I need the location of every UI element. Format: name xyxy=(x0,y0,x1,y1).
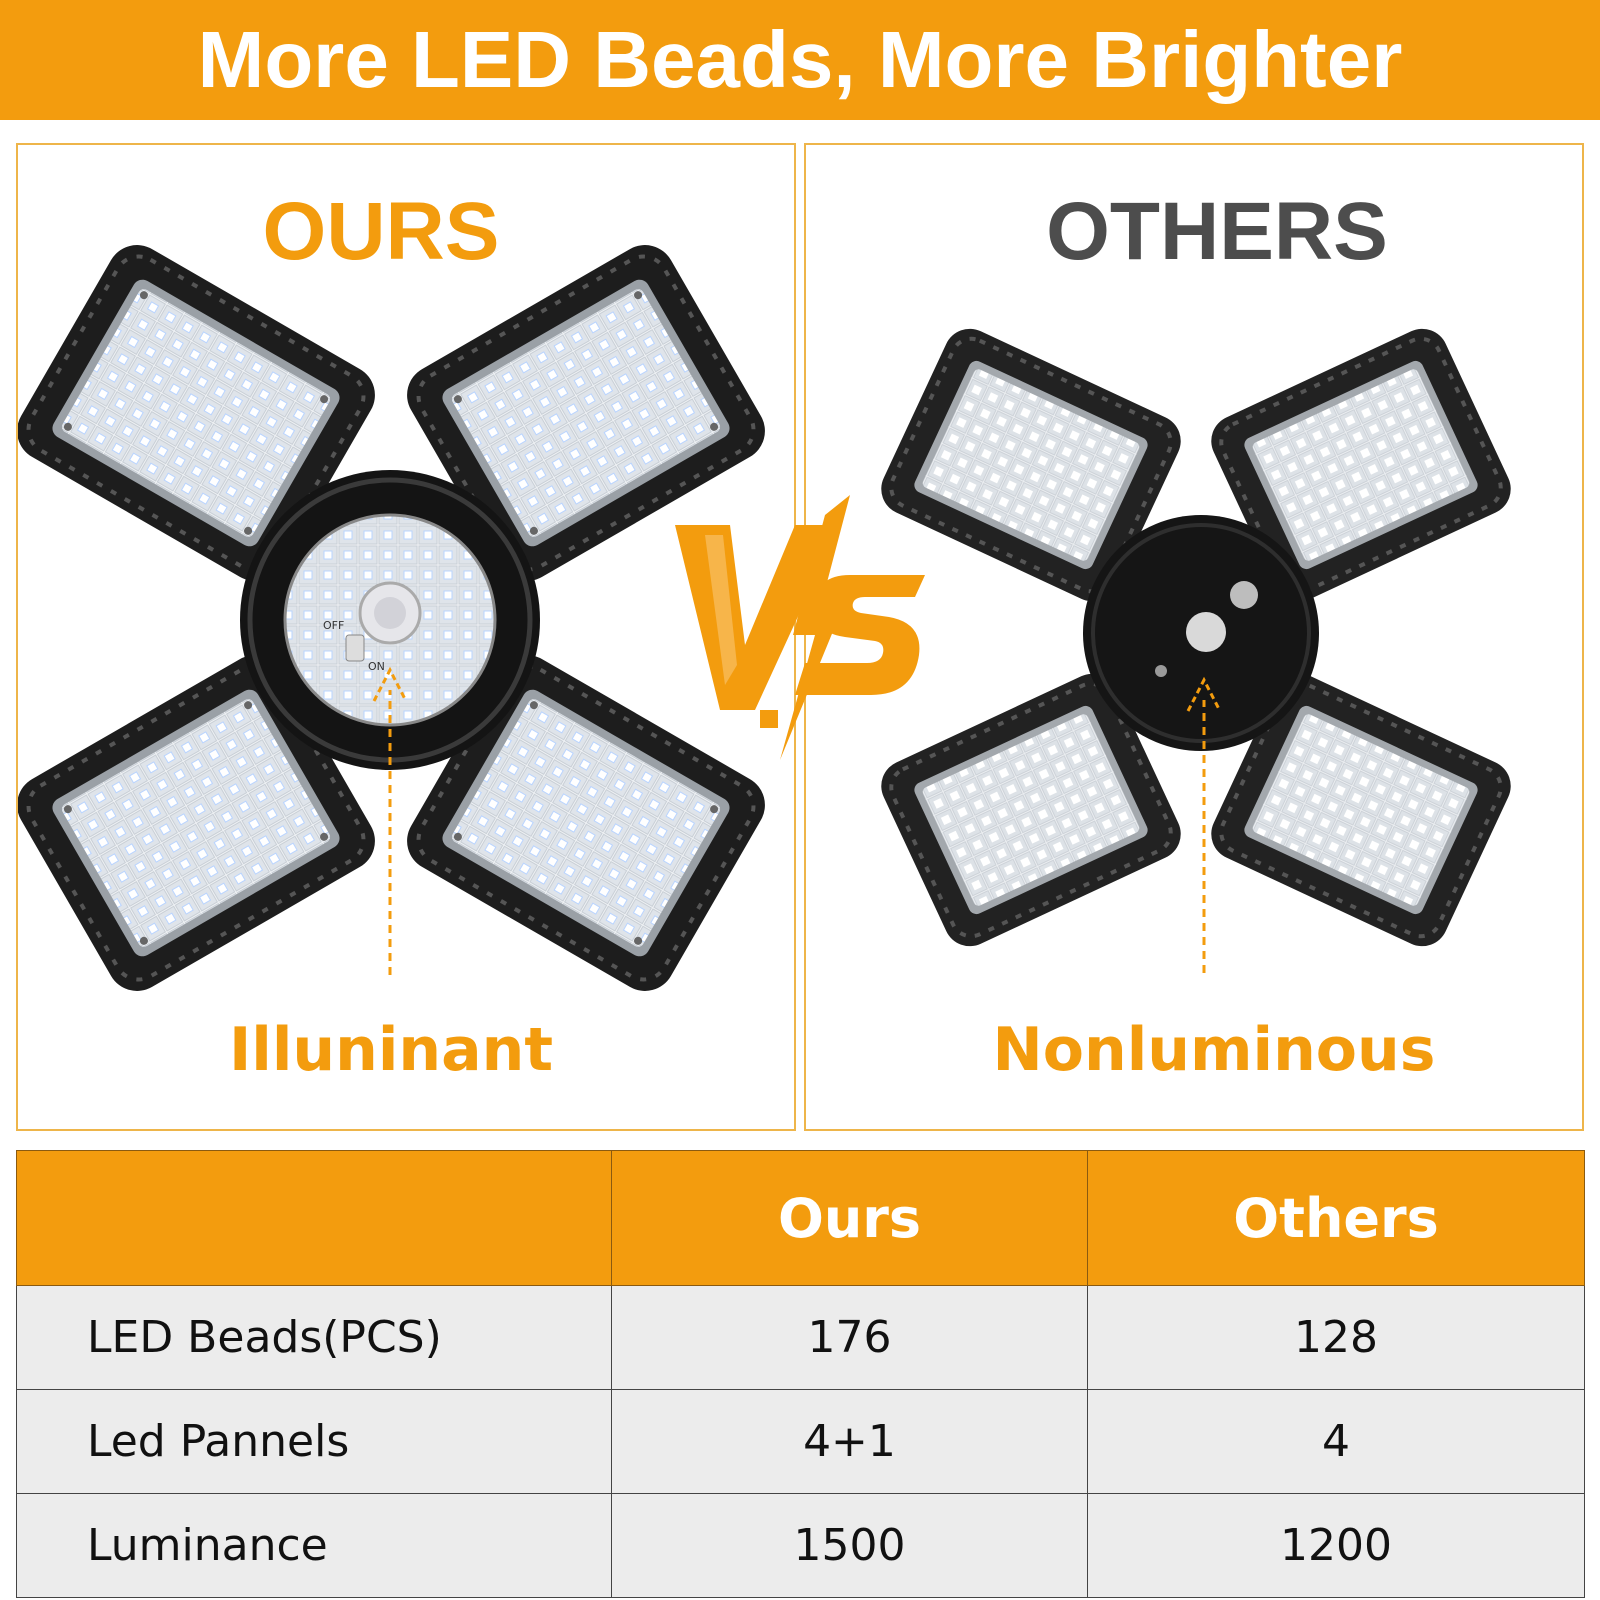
ours-panel: OURS OFF ON xyxy=(16,143,796,1131)
table-header-others: Others xyxy=(1087,1150,1585,1286)
table-row: LED Beads(PCS) 176 128 xyxy=(16,1285,1585,1390)
ours-lamp-image: OFF ON xyxy=(18,232,778,1004)
row-others-value: 1200 xyxy=(1087,1493,1585,1598)
row-label: LED Beads(PCS) xyxy=(16,1285,612,1390)
others-heading: OTHERS xyxy=(1046,186,1388,277)
top-banner: More LED Beads, More Brighter xyxy=(0,0,1600,120)
table-header-blank xyxy=(16,1150,612,1286)
row-others-value: 4 xyxy=(1087,1389,1585,1494)
table-row: Led Pannels 4+1 4 xyxy=(16,1389,1585,1494)
table-header-ours: Ours xyxy=(611,1150,1088,1286)
comparison-table: Ours Others LED Beads(PCS) 176 128 Led P… xyxy=(16,1150,1585,1598)
row-label: Led Pannels xyxy=(16,1389,612,1494)
switch-off-label: OFF xyxy=(323,619,344,632)
vs-lightning-icon xyxy=(675,495,925,760)
table-row: Luminance 1500 1200 xyxy=(16,1493,1585,1598)
banner-title: More LED Beads, More Brighter xyxy=(197,15,1403,104)
others-caption: Nonluminous xyxy=(992,1015,1436,1085)
row-ours-value: 176 xyxy=(611,1285,1088,1390)
ours-heading: OURS xyxy=(262,186,500,277)
row-label: Luminance xyxy=(16,1493,612,1598)
row-others-value: 128 xyxy=(1087,1285,1585,1390)
table-header-row: Ours Others xyxy=(16,1150,1585,1286)
switch-on-label: ON xyxy=(368,660,385,673)
ours-caption: Illuninant xyxy=(228,1015,554,1085)
others-lamp-image xyxy=(870,318,1522,973)
row-ours-value: 1500 xyxy=(611,1493,1088,1598)
row-ours-value: 4+1 xyxy=(611,1389,1088,1494)
others-panel: OTHERS Nonluminous xyxy=(804,143,1584,1131)
